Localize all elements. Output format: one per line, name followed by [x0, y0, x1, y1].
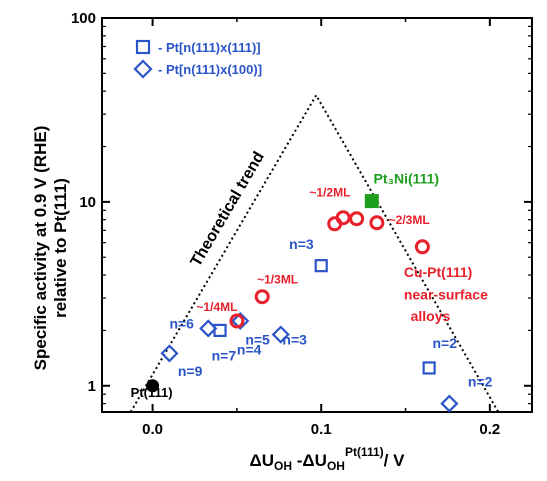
cu-pt-alloy-point — [335, 210, 351, 226]
annotation-label: n=2 — [433, 335, 458, 351]
annotation-label: Pt₃Ni(111) — [373, 170, 439, 186]
pt3ni-point — [364, 194, 379, 209]
annotation-label: n=3 — [289, 236, 314, 252]
x-axis-label: ΔUOH -ΔUOHPt(111)/ V — [250, 445, 406, 473]
legend-diamond-marker — [133, 59, 153, 79]
theoretical-trend-label: Theoretical trend — [188, 149, 268, 270]
x-axis: 0.0 0.1 0.2 — [142, 18, 500, 438]
annotation-label: n=2 — [468, 374, 493, 390]
x-tick-label: 0.1 — [311, 421, 332, 438]
annotation-label: n=7 — [212, 348, 237, 364]
stepped-100-point — [271, 325, 290, 344]
pt111-point — [146, 379, 160, 393]
stepped-100-point — [160, 344, 179, 363]
theoretical-trend-line — [129, 93, 500, 412]
stepped-111-point — [314, 259, 328, 273]
plot-border — [101, 17, 533, 413]
annotation-label: Pt(111) — [131, 385, 173, 400]
legend-square-marker — [135, 39, 151, 55]
annotation-label: Cu-Pt(111) — [404, 264, 472, 280]
annotation-label: ~1/3ML — [257, 272, 298, 286]
data-points — [146, 194, 459, 413]
cu-pt-alloy-point — [414, 239, 430, 255]
plot-frame — [101, 17, 533, 413]
cu-pt-alloy-point — [229, 313, 245, 329]
stepped-111-point — [213, 323, 227, 338]
legend: - Pt[n(111)x(111)] - Pt[n(111)x(100)] — [133, 39, 262, 79]
cu-pt-alloy-point — [349, 211, 365, 227]
annotation-label: ~2/3ML — [389, 213, 430, 227]
y-axis-label-line2: relative to Pt(111) — [51, 178, 70, 318]
annotation-label: n=9 — [178, 363, 203, 379]
cu-pt-alloy-point — [369, 215, 385, 231]
annotation-label: n=5 — [245, 331, 270, 347]
legend-entry-label: - Pt[n(111)x(100)] — [158, 62, 262, 77]
annotations: Pt(111) Pt₃Ni(111) ~1/2ML ~2/3ML ~1/3ML ~1/4M… — [131, 170, 493, 399]
x-tick-label: 0.2 — [479, 421, 500, 438]
stepped-100-point — [199, 319, 218, 338]
cu-pt-alloy-point — [254, 289, 270, 305]
annotation-label: n=6 — [169, 315, 194, 331]
annotation-label: ~1/4ML — [196, 300, 237, 314]
annotation-label: n=4 — [237, 341, 262, 357]
stepped-111-point — [422, 361, 436, 375]
y-axis-label-line1: Specific activity at 0.9 V (RHE) — [31, 126, 50, 371]
y-axis: 1 10 100 — [71, 10, 532, 405]
x-tick-label: 0.0 — [142, 421, 163, 438]
y-tick-label: 10 — [79, 194, 96, 211]
annotation-label: near-surface — [404, 286, 488, 302]
y-tick-label: 1 — [88, 378, 96, 395]
annotation-label: ~1/2ML — [309, 185, 350, 199]
stepped-100-point — [231, 311, 250, 331]
legend-entry-label: - Pt[n(111)x(111)] — [158, 40, 261, 55]
annotation-label: alloys — [411, 308, 451, 324]
y-tick-label: 100 — [71, 10, 96, 27]
stepped-100-point — [440, 394, 459, 413]
